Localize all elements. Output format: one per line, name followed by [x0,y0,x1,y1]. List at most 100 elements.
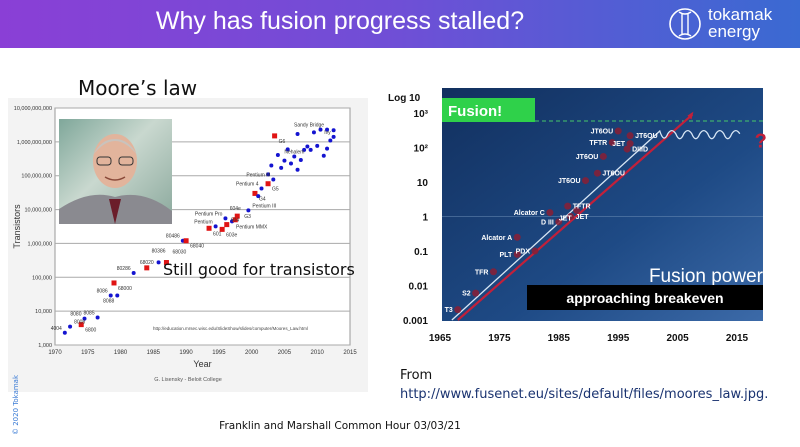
source-citation: From http://www.fusenet.eu/sites/default… [400,366,768,404]
intel-point [289,161,293,166]
intel-point [295,167,300,172]
x-tick-label: 2000 [245,350,259,356]
y-tick-label: 100,000,000 [21,174,52,180]
fusion-banner [442,98,535,122]
intel-point [298,158,303,163]
intel-point [285,147,290,152]
other-point [252,190,258,196]
intel-point [279,165,284,170]
intel-point [62,330,67,335]
experiment-label: D III [541,219,554,226]
intel-point [275,152,280,157]
x-tick-label: 1975 [488,333,511,344]
y-tick-label: 10 [417,178,429,189]
intel-point [292,154,297,159]
caption-line2: approaching breakeven [566,290,723,306]
other-point [219,226,225,232]
other-point [232,217,238,223]
experiment-label: TFTR [573,204,591,211]
x-tick-label: 2010 [311,350,325,356]
experiment-point [555,218,563,226]
intel-point [302,147,307,152]
point-label: 8086 [97,288,108,294]
point-label: 80486 [166,234,180,240]
y-tick-label: 10³ [414,109,429,120]
x-tick-label: 1985 [147,350,161,356]
intel-point [271,177,276,182]
point-label: 601 [213,231,222,237]
point-label: Pentium MMX [236,224,268,230]
intel-point [331,134,336,139]
experiment-point [623,145,631,153]
experiment-point [593,169,601,177]
point-label: Pentium III [252,203,276,209]
intel-point [318,127,323,132]
point-label: 604e [230,206,241,212]
intel-point [108,293,113,298]
intel-point [68,324,73,329]
gordon-moore-photo [59,119,172,224]
logo-text-line2: energy [708,22,760,41]
y-axis-label: Log 10 [388,93,421,104]
intel-point [223,216,228,221]
footer-text: Franklin and Marshall Common Hour 03/03/… [219,420,461,432]
point-label: Nehalem [284,149,304,155]
x-tick-label: 1990 [179,350,193,356]
intel-point [331,128,336,133]
y-tick-label: 1,000 [38,343,52,349]
x-tick-label: 1965 [429,333,452,344]
experiment-label: PDX [516,249,531,256]
other-point [144,265,150,271]
trend-arrowhead [687,111,694,120]
experiment-point [513,233,521,241]
experiment-point [454,306,462,314]
x-tick-label: 2005 [666,333,689,344]
from-label: From [400,368,433,383]
x-tick-label: 1970 [48,350,62,356]
fusion-progress-chart: Fusion! Log 10 0.001 0.01 0.1 1 10 10² 10³ 1965 19… [388,88,767,344]
slide-title: Why has fusion progress stalled? [155,7,525,35]
experiment-label: Alcator C [514,210,545,217]
experiment-label: TFR [475,269,489,276]
point-label: 80386 [152,248,166,254]
x-tick-label: 1995 [212,350,226,356]
intel-point [266,172,271,177]
experiment-label: T3 [445,307,453,314]
y-tick-label: 100,000 [32,275,52,281]
experiment-point [564,202,572,210]
intel-point [269,163,274,168]
intel-point [282,158,287,163]
intel-point [115,293,120,298]
point-label: 68040 [190,244,204,250]
y-tick-label: 1 [422,213,428,224]
point-label: Ivy [324,130,331,136]
x-tick-label: 1995 [607,333,630,344]
x-tick-label: 1985 [548,333,571,344]
x-tick-label: 2015 [343,350,357,356]
logo-text-line1: tokamak [708,5,773,24]
point-label: 8080 [70,312,81,318]
caption-box [527,285,763,310]
other-point [265,181,271,187]
source-link[interactable]: http://www.fusenet.eu/sites/default/file… [400,387,769,402]
point-label: Pentium Pro [195,211,223,217]
tokamak-logo-icon [669,8,701,40]
point-label: 8008 [74,320,85,326]
point-label: 68030 [172,250,186,256]
other-point [206,225,212,231]
intel-point [315,143,320,148]
intel-point [311,130,316,135]
other-point [78,322,84,328]
experiment-point [626,140,634,148]
y-tick-label: 1,000,000,000 [17,140,52,146]
intel-point [156,260,161,265]
experiment-label: JT6OU [602,171,625,178]
fusion-banner-text: Fusion! [448,103,502,120]
experiment-point [546,209,554,217]
intel-point [256,194,261,199]
experiment-label: JET [559,215,573,222]
other-point [234,213,240,219]
point-label: 68000 [118,286,132,292]
experiment-point [489,268,497,276]
experiment-point [626,132,634,140]
